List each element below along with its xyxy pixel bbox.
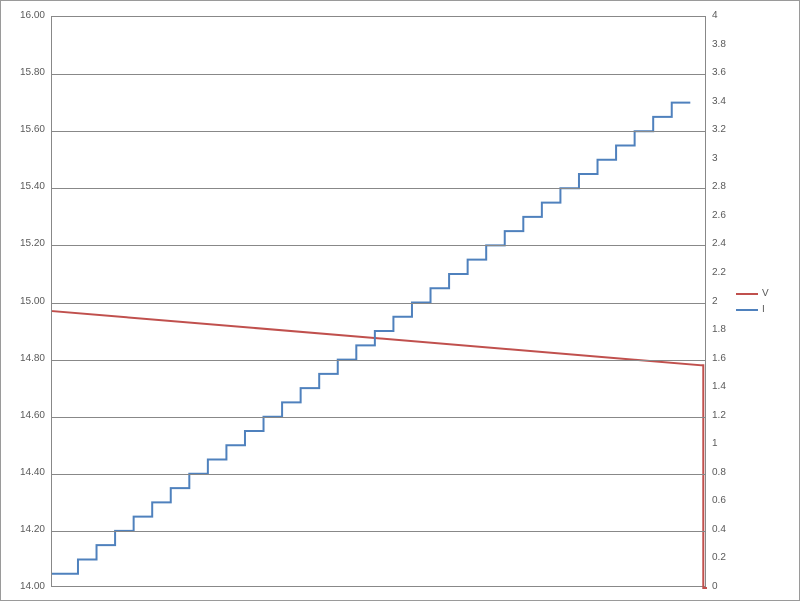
legend-swatch-i — [736, 309, 758, 311]
y-left-tick-label: 15.80 — [1, 67, 45, 78]
y-right-tick-label: 3.2 — [712, 124, 726, 135]
legend-item-v: V — [736, 286, 769, 302]
y-right-tick-label: 0.8 — [712, 467, 726, 478]
y-right-tick-label: 3.4 — [712, 96, 726, 107]
gridline — [52, 360, 705, 361]
chart-container: V I 14.00 14.20 14.40 14.60 14.80 15.00 15.20 1… — [0, 0, 800, 601]
y-right-tick-label: 0.6 — [712, 495, 726, 506]
legend-label-v: V — [762, 288, 769, 299]
gridline — [52, 531, 705, 532]
y-right-tick-label: 1.8 — [712, 324, 726, 335]
y-right-tick-label: 3.6 — [712, 67, 726, 78]
legend-swatch-v — [736, 293, 758, 295]
gridline — [52, 417, 705, 418]
gridline — [52, 74, 705, 75]
series-V — [52, 311, 707, 588]
legend: V I — [736, 286, 769, 318]
y-left-tick-label: 15.60 — [1, 124, 45, 135]
y-right-tick-label: 2.4 — [712, 238, 726, 249]
plot-area — [51, 16, 706, 587]
y-right-tick-label: 2.6 — [712, 210, 726, 221]
gridline — [52, 131, 705, 132]
y-left-tick-label: 14.40 — [1, 467, 45, 478]
gridline — [52, 474, 705, 475]
y-left-tick-label: 15.20 — [1, 238, 45, 249]
y-right-tick-label: 0.2 — [712, 552, 726, 563]
y-left-tick-label: 15.40 — [1, 181, 45, 192]
gridline — [52, 188, 705, 189]
legend-item-i: I — [736, 302, 769, 318]
y-left-tick-label: 14.80 — [1, 353, 45, 364]
y-left-tick-label: 16.00 — [1, 10, 45, 21]
y-right-tick-label: 2.8 — [712, 181, 726, 192]
y-right-tick-label: 1.6 — [712, 353, 726, 364]
y-left-tick-label: 14.20 — [1, 524, 45, 535]
y-right-tick-label: 2 — [712, 296, 718, 307]
y-right-tick-label: 1 — [712, 438, 718, 449]
y-left-tick-label: 14.00 — [1, 581, 45, 592]
y-left-tick-label: 15.00 — [1, 296, 45, 307]
y-right-tick-label: 4 — [712, 10, 718, 21]
gridline — [52, 303, 705, 304]
gridline — [52, 245, 705, 246]
y-right-tick-label: 3.8 — [712, 39, 726, 50]
y-right-tick-label: 0.4 — [712, 524, 726, 535]
y-right-tick-label: 1.4 — [712, 381, 726, 392]
y-right-tick-label: 3 — [712, 153, 718, 164]
y-right-tick-label: 2.2 — [712, 267, 726, 278]
y-left-tick-label: 14.60 — [1, 410, 45, 421]
y-right-tick-label: 0 — [712, 581, 718, 592]
legend-label-i: I — [762, 304, 765, 315]
y-right-tick-label: 1.2 — [712, 410, 726, 421]
